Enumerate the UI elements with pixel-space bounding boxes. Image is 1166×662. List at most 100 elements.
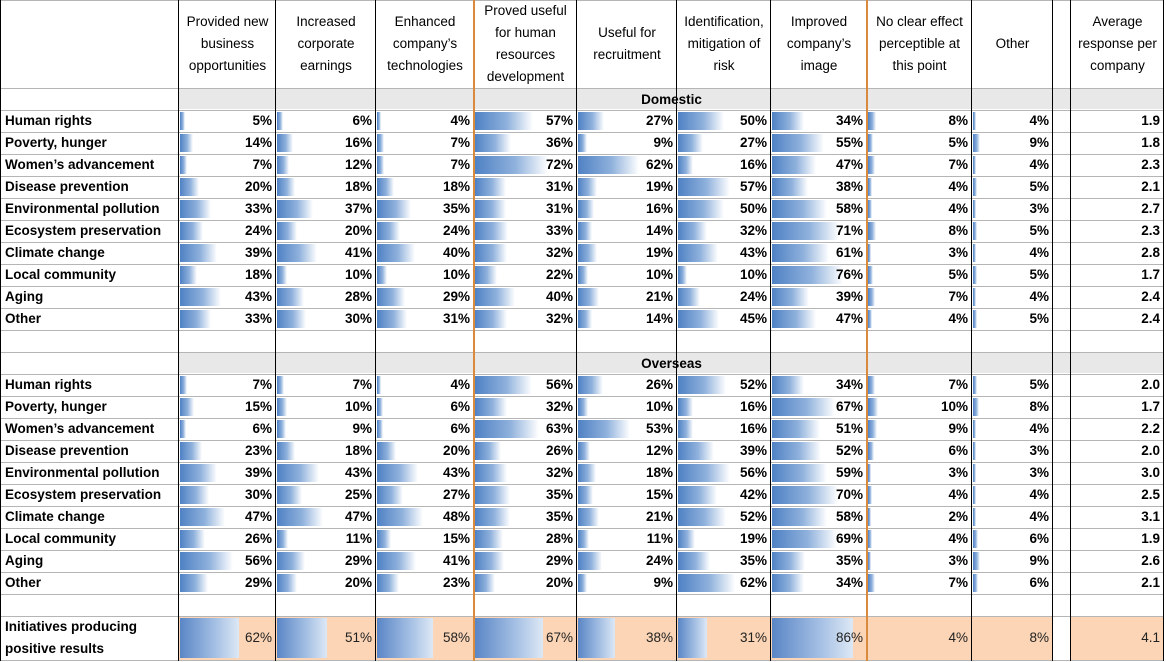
value-label: 2.7	[1141, 201, 1160, 216]
bar-mark	[868, 376, 876, 394]
value-label: 52%	[835, 443, 863, 458]
value-label: 27%	[739, 135, 767, 150]
value-label: 20%	[442, 443, 470, 458]
value-label: 39%	[244, 465, 272, 480]
value-label: 18%	[344, 443, 372, 458]
value-label: 26%	[244, 531, 272, 546]
bar-mark	[377, 200, 411, 218]
bar-mark	[678, 156, 693, 174]
bar-mark	[772, 244, 830, 262]
column-header: Average response per company	[1078, 14, 1157, 73]
value-label: 7%	[948, 377, 968, 392]
value-label: 50%	[739, 113, 767, 128]
value-label: 14%	[645, 223, 673, 238]
value-label: 4%	[948, 179, 968, 194]
bar-mark	[868, 574, 876, 592]
bar-mark	[678, 574, 736, 592]
bar-mark	[772, 222, 839, 240]
value-label: 10%	[344, 399, 372, 414]
value-label: 11%	[646, 531, 673, 546]
value-label: 20%	[344, 575, 372, 590]
value-label: 3.1	[1141, 509, 1160, 524]
bar-mark	[868, 552, 872, 570]
grid-line	[1, 506, 1164, 507]
value-label: 7%	[450, 135, 470, 150]
bar-mark	[277, 398, 287, 416]
bar-mark	[868, 244, 872, 262]
bar-mark	[772, 574, 804, 592]
row-label: Poverty, hunger	[5, 399, 107, 414]
value-label: 56%	[739, 465, 767, 480]
value-label: 31%	[442, 311, 470, 326]
value-label: 31%	[545, 201, 573, 216]
bar-mark	[973, 464, 976, 482]
value-label: 32%	[545, 311, 573, 326]
value-label: 8%	[1029, 630, 1049, 645]
value-label: 27%	[645, 113, 673, 128]
value-label: 9%	[1029, 135, 1049, 150]
value-label: 29%	[545, 553, 573, 568]
value-label: 4%	[948, 630, 968, 645]
value-label: 2.3	[1141, 157, 1160, 172]
bar-mark	[180, 310, 212, 328]
grid-line	[1, 220, 1164, 221]
bar-mark	[973, 486, 977, 504]
bar-mark	[377, 288, 405, 306]
value-label: 8%	[948, 223, 968, 238]
grid-line	[1, 528, 1164, 529]
bar-mark	[973, 310, 977, 328]
value-label: 53%	[645, 421, 673, 436]
grid-line	[1, 308, 1164, 309]
bar-mark	[475, 156, 548, 174]
value-label: 62%	[739, 575, 767, 590]
column-header: Other	[995, 36, 1030, 51]
column-header: Improved company’s image	[786, 14, 852, 73]
column-line	[375, 0, 376, 661]
value-label: 39%	[244, 245, 272, 260]
value-label: 55%	[835, 135, 863, 150]
value-label: 5%	[948, 135, 968, 150]
value-label: 15%	[244, 399, 272, 414]
bar-mark	[973, 420, 977, 438]
value-label: 7%	[948, 157, 968, 172]
bar-mark	[772, 442, 821, 460]
bar-mark	[377, 398, 383, 416]
value-label: 47%	[344, 509, 372, 524]
value-label: 24%	[645, 553, 673, 568]
value-label: 32%	[739, 223, 767, 238]
column-header: Useful for recruitment	[593, 25, 661, 62]
bar-mark	[377, 156, 384, 174]
value-label: 9%	[1029, 553, 1049, 568]
bar-mark	[678, 310, 720, 328]
bar-mark	[678, 244, 718, 262]
value-label: 62%	[244, 630, 272, 645]
value-label: 9%	[653, 135, 673, 150]
row-label: Disease prevention	[5, 443, 129, 458]
value-label: 5%	[1029, 179, 1049, 194]
value-label: 63%	[545, 421, 573, 436]
value-label: 2.1	[1141, 179, 1160, 194]
bar-mark	[475, 486, 511, 504]
bar-mark	[678, 486, 717, 504]
value-label: 3%	[1029, 201, 1049, 216]
bar-mark	[578, 420, 630, 438]
value-label: 3.0	[1141, 465, 1160, 480]
bar-mark	[868, 486, 873, 504]
highlight-cell	[1071, 616, 1164, 660]
bar-mark	[377, 442, 397, 460]
bar-mark	[377, 464, 419, 482]
bar-mark	[475, 618, 543, 658]
bar-mark	[277, 530, 288, 548]
bar-mark	[973, 530, 978, 548]
value-label: 67%	[835, 399, 863, 414]
bar-mark	[868, 442, 875, 460]
bar-mark	[277, 266, 287, 284]
bar-mark	[772, 618, 853, 658]
bar-mark	[377, 420, 383, 438]
bar-mark	[868, 530, 873, 548]
bar-mark	[578, 288, 599, 306]
bar-mark	[973, 244, 977, 262]
bar-mark	[180, 508, 225, 526]
value-label: 7%	[948, 289, 968, 304]
value-label: 19%	[645, 179, 673, 194]
